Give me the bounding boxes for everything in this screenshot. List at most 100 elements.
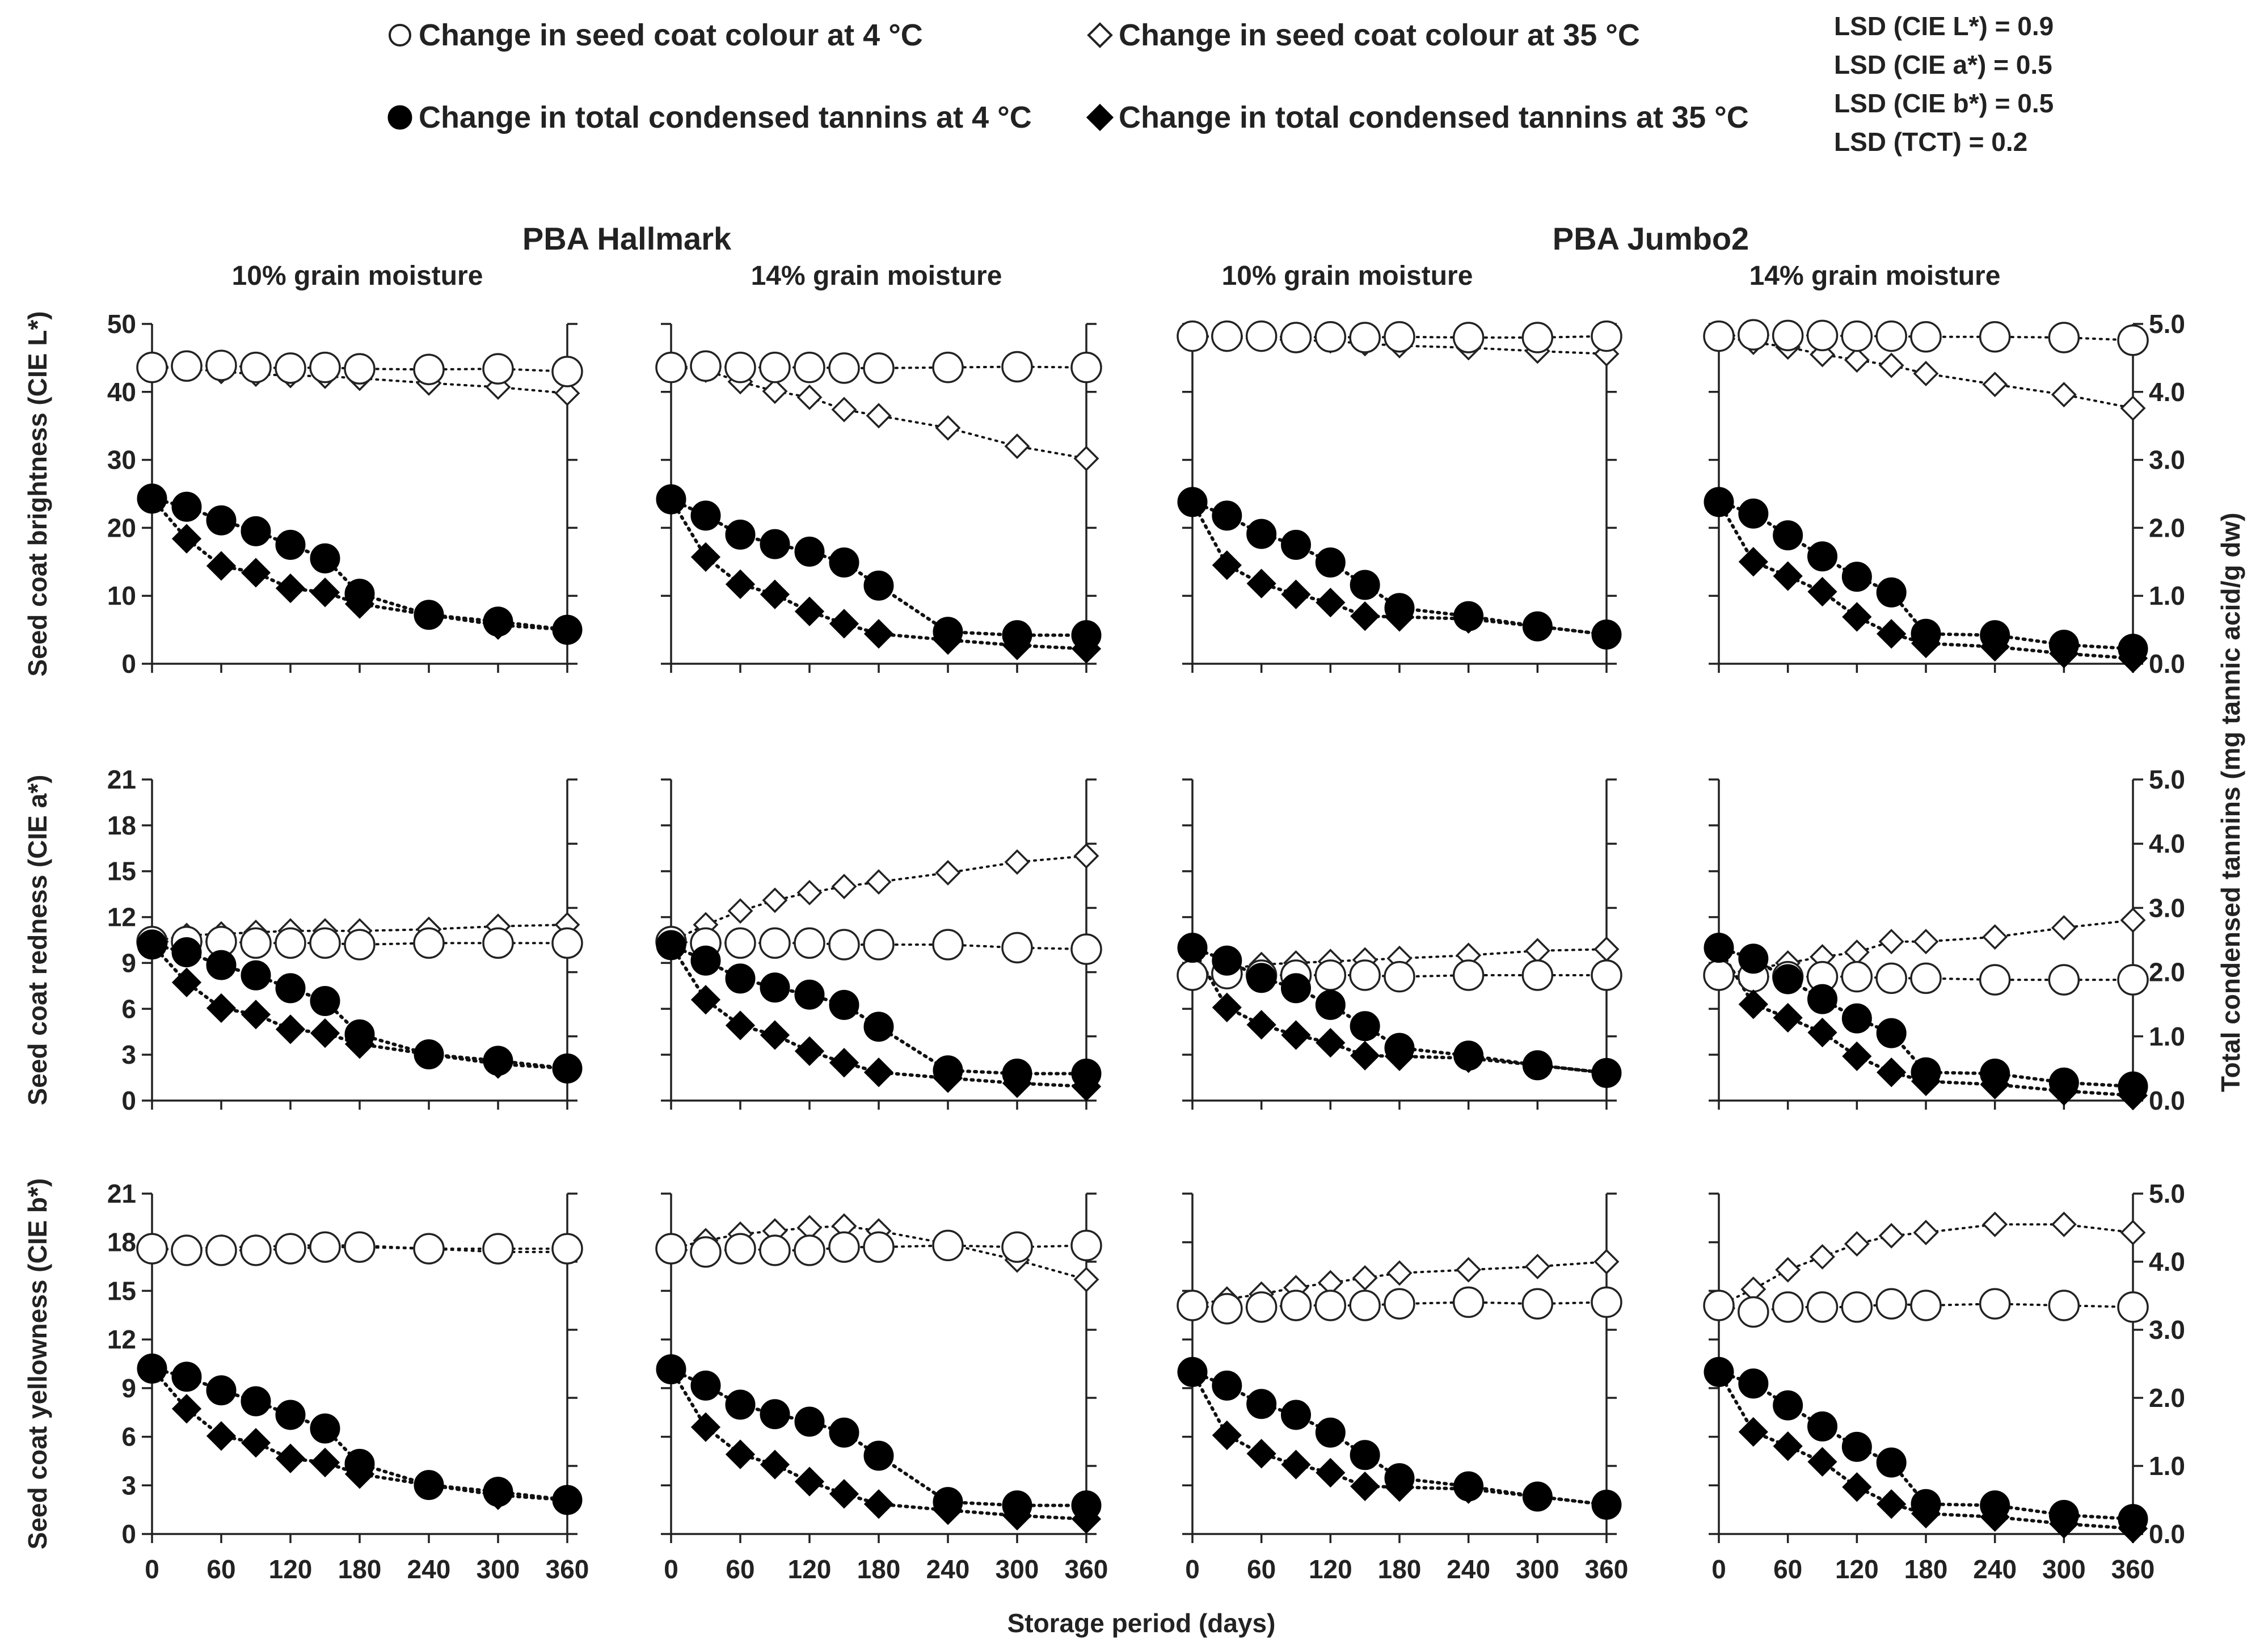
point-tct-35 <box>1281 1449 1311 1480</box>
point-tct-4 <box>829 1417 859 1448</box>
point-tct-4 <box>1281 529 1311 560</box>
series-line-tct-35 <box>1717 500 2135 660</box>
point-colour-4 <box>1211 1293 1243 1325</box>
left-y-tick-label: 12 <box>107 1325 136 1354</box>
point-tct-4 <box>1315 547 1346 578</box>
point-tct-4 <box>1246 519 1277 549</box>
point-tct-35 <box>1807 576 1837 607</box>
point-colour-35 <box>866 403 892 429</box>
point-tct-4 <box>2048 1067 2079 1098</box>
point-colour-4 <box>1384 321 1415 353</box>
panel-r2-c2 <box>655 778 1102 1110</box>
point-tct-4 <box>2048 629 2079 660</box>
point-colour-4 <box>1591 320 1622 352</box>
point-colour-35 <box>1913 929 1939 955</box>
point-colour-4 <box>1738 1296 1769 1328</box>
point-colour-4 <box>413 1233 445 1265</box>
series-line-tct-35 <box>150 496 569 632</box>
point-colour-35 <box>2120 1220 2146 1246</box>
point-colour-4 <box>655 1233 687 1265</box>
point-tct-35 <box>690 985 721 1015</box>
series-line-tct-35 <box>1717 1370 2135 1531</box>
point-tct-35 <box>1807 1017 1837 1048</box>
point-colour-4 <box>759 927 791 959</box>
legend-open-circle-marker <box>389 24 411 47</box>
point-tct-35 <box>1842 1472 1872 1502</box>
point-colour-35 <box>1844 939 1870 966</box>
series-line-tct-35 <box>150 942 569 1071</box>
point-colour-4 <box>1910 321 1942 353</box>
point-tct-4 <box>1002 1490 1032 1521</box>
point-colour-4 <box>863 929 895 960</box>
point-colour-35 <box>727 898 753 924</box>
column-title-jumbo2-14: 14% grain moisture <box>1749 261 2001 291</box>
point-tct-35 <box>1350 601 1380 631</box>
point-tct-4 <box>1522 1050 1553 1081</box>
point-tct-4 <box>1738 498 1769 529</box>
point-tct-4 <box>344 1019 375 1050</box>
point-colour-35 <box>1982 1211 2008 1237</box>
series-line-colour-4 <box>1191 1301 1608 1310</box>
point-tct-4 <box>1071 1058 1102 1089</box>
point-colour-4 <box>1177 959 1208 991</box>
point-tct-4 <box>690 500 721 531</box>
right-y-tick-label: 0.0 <box>2149 1086 2185 1115</box>
point-colour-4 <box>551 1233 583 1265</box>
x-tick-label: 180 <box>857 1554 901 1584</box>
point-tct-4 <box>1876 1018 1907 1048</box>
point-tct-35 <box>1773 561 1803 591</box>
point-tct-4 <box>1071 1490 1102 1521</box>
point-colour-4 <box>1070 1229 1102 1262</box>
legend-label-tct-35: Change in total condensed tannins at 35 … <box>1119 100 1749 134</box>
point-tct-35 <box>206 993 237 1023</box>
point-colour-4 <box>1738 319 1769 351</box>
left-y-tick-label: 3 <box>121 1040 136 1069</box>
point-colour-4 <box>171 350 203 382</box>
point-colour-4 <box>482 927 514 959</box>
point-colour-4 <box>1349 1289 1381 1321</box>
point-colour-4 <box>690 350 722 382</box>
point-tct-4 <box>656 930 686 960</box>
point-tct-4 <box>1281 1400 1311 1430</box>
point-tct-4 <box>552 1485 583 1515</box>
point-colour-4 <box>1314 321 1347 353</box>
point-tct-4 <box>1807 1411 1837 1442</box>
point-colour-35 <box>1004 433 1030 460</box>
point-tct-4 <box>1704 487 1734 517</box>
series-line-tct-35 <box>1191 500 1608 637</box>
point-colour-4 <box>482 1233 514 1265</box>
point-colour-4 <box>1349 959 1381 991</box>
point-tct-4 <box>1704 1356 1734 1387</box>
panel-r3-c3: 0 60 120 180 240 300 360 <box>1177 1192 1628 1584</box>
point-colour-4 <box>309 1231 341 1263</box>
x-tick-label: 180 <box>1378 1554 1422 1584</box>
column-title-hallmark-10: 10% grain moisture <box>232 261 483 291</box>
panel-grid: Seed coat brightness (CIE L*) Seed coat r… <box>23 309 2185 1584</box>
point-colour-35 <box>762 887 788 913</box>
x-tick-label: 240 <box>926 1554 970 1584</box>
point-tct-35 <box>1738 1417 1768 1447</box>
left-y-tick-label: 12 <box>107 903 136 932</box>
point-tct-35 <box>1350 1040 1380 1071</box>
point-tct-35 <box>760 1020 790 1050</box>
left-y-tick-label: 10 <box>107 581 136 610</box>
point-colour-4 <box>724 927 756 959</box>
y-axis-title-row-3: Seed coat yellowness (CIE b*) <box>23 1178 52 1549</box>
x-axis-title: Storage period (days) <box>1007 1608 1276 1638</box>
point-tct-35 <box>310 578 340 608</box>
x-tick-label: 360 <box>1065 1554 1108 1584</box>
point-colour-35 <box>796 384 823 410</box>
point-tct-4 <box>1911 618 1941 649</box>
point-colour-35 <box>1982 924 2008 950</box>
point-tct-4 <box>1980 620 2010 651</box>
point-tct-4 <box>829 989 859 1020</box>
left-y-tick-label: 6 <box>121 994 136 1023</box>
point-tct-35 <box>863 1057 894 1088</box>
point-tct-35 <box>1738 989 1768 1019</box>
point-colour-4 <box>1521 959 1554 991</box>
point-colour-4 <box>2117 324 2149 356</box>
point-colour-35 <box>1913 1220 1939 1246</box>
point-colour-35 <box>1073 843 1099 869</box>
left-y-tick-label: 15 <box>107 857 136 886</box>
